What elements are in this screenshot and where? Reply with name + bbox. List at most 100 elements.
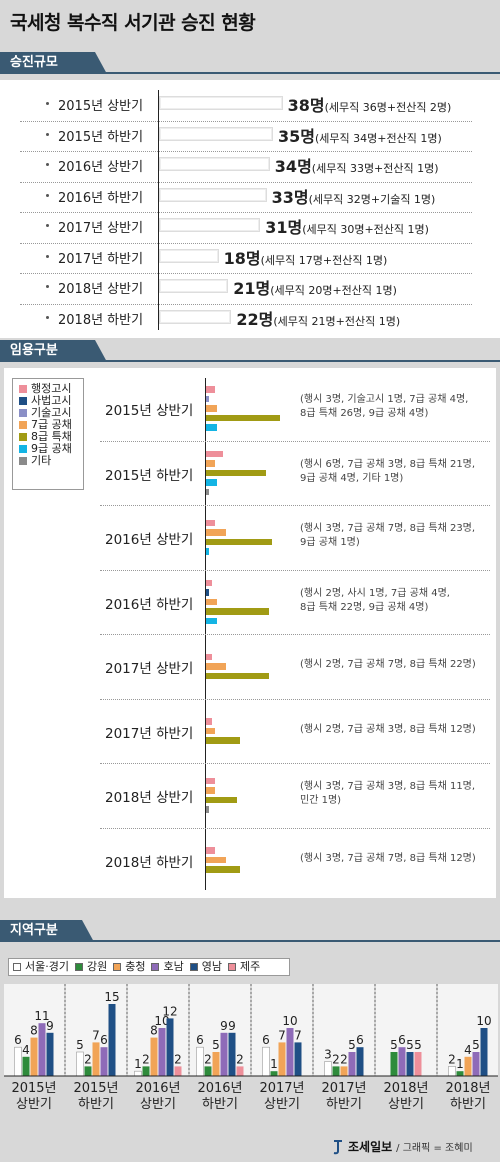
bullet-dot bbox=[46, 254, 49, 258]
section-tab-appointment: 임용구분 bbox=[0, 340, 107, 362]
legend-item: 호남 bbox=[151, 961, 184, 973]
appointment-note-line: (행시 2명, 사시 1명, 7급 공채 4명, bbox=[300, 587, 450, 599]
appointment-bar bbox=[206, 653, 212, 660]
region-bar bbox=[30, 1037, 38, 1076]
region-bar bbox=[448, 1066, 456, 1077]
promotion-value-group: 33명(세무직 32명+기술직 1명) bbox=[272, 184, 436, 208]
category-label: 2016년 bbox=[197, 1081, 242, 1096]
group-divider bbox=[100, 698, 490, 700]
region-bar bbox=[472, 1052, 480, 1076]
appointment-bar bbox=[206, 414, 281, 421]
region-bar bbox=[22, 1056, 30, 1076]
legend-item: 9급 공채 bbox=[19, 443, 83, 455]
region-bar bbox=[480, 1028, 488, 1076]
appointment-bar bbox=[206, 856, 226, 863]
appointment-period-label: 2016년 상반기 bbox=[105, 532, 194, 549]
region-bar bbox=[196, 1046, 204, 1077]
category-label: 2015년 bbox=[73, 1081, 118, 1096]
region-bar-value: 2 bbox=[204, 1052, 212, 1066]
legend-item: 8급 특채 bbox=[19, 431, 83, 443]
region-bar-value: 4 bbox=[464, 1043, 472, 1057]
promotion-count: 18명 bbox=[223, 248, 261, 268]
category-label: 하반기 bbox=[326, 1097, 362, 1112]
region-bar-value: 10 bbox=[282, 1014, 297, 1028]
bullet-dot bbox=[46, 193, 49, 197]
bullet-dot bbox=[46, 163, 49, 166]
appointment-note-line: (행시 3명, 7급 공채 3명, 8급 특채 11명, bbox=[300, 781, 476, 793]
promotion-count: 33명 bbox=[271, 187, 309, 207]
promotion-period-label: 2016년 하반기 bbox=[58, 190, 144, 206]
category-label: 상반기 bbox=[140, 1097, 176, 1112]
region-bar-value: 5 bbox=[414, 1038, 422, 1052]
appointment-note-line: (행시 3명, 7급 공채 7명, 8급 특채 12명) bbox=[300, 852, 476, 864]
group-divider bbox=[100, 569, 490, 571]
category-label: 상반기 bbox=[264, 1097, 300, 1112]
appointment-bar bbox=[206, 777, 215, 785]
legend-label: 9급 공채 bbox=[31, 442, 72, 455]
region-bar bbox=[324, 1061, 332, 1077]
bullet-dot bbox=[46, 285, 49, 288]
legend-item: 강원 bbox=[74, 961, 107, 973]
legend-item: 영남 bbox=[189, 961, 222, 973]
legend-label: 기술고시 bbox=[31, 406, 72, 419]
section-divider bbox=[0, 940, 500, 942]
legend-swatch bbox=[227, 963, 236, 971]
category-label: 하반기 bbox=[450, 1097, 486, 1112]
region-bar bbox=[390, 1052, 398, 1076]
appointment-bar bbox=[206, 672, 269, 679]
appointment-bar bbox=[206, 787, 215, 794]
promotion-value-group: 35명(세무직 34명+전산직 1명) bbox=[278, 123, 442, 147]
region-bar bbox=[406, 1052, 414, 1076]
region-bar-value: 2 bbox=[174, 1052, 182, 1066]
promotion-value-group: 18명(세무직 17명+전산직 1명) bbox=[224, 245, 388, 269]
bullet-dot bbox=[46, 224, 49, 227]
region-legend: 서울·경기 강원 충청 호남 영남 제주 bbox=[8, 958, 290, 976]
row-divider bbox=[20, 151, 472, 152]
promotion-period-label: 2017년 상반기 bbox=[58, 221, 144, 236]
region-bar bbox=[134, 1070, 142, 1077]
region-bar bbox=[38, 1023, 46, 1076]
region-bar-value: 9 bbox=[228, 1019, 236, 1033]
appointment-note: (행시 3명, 7급 공채 3명, 8급 특채 11명, 민간 1명) bbox=[300, 780, 490, 808]
appointment-period-label: 2018년 하반기 bbox=[105, 854, 194, 871]
region-bar-value: 10 bbox=[154, 1014, 169, 1028]
appointment-bar bbox=[206, 718, 212, 725]
region-bar-value: 12 bbox=[162, 1004, 177, 1018]
region-bar-value: 2 bbox=[448, 1052, 456, 1066]
appointment-bar bbox=[206, 608, 269, 615]
footer-brand: 조세일보 bbox=[348, 1140, 393, 1154]
legend-item: 제주 bbox=[227, 961, 260, 973]
region-bar-value: 5 bbox=[348, 1038, 356, 1052]
page-title: 국세청 복수직 서기관 승진 현황 bbox=[10, 12, 256, 34]
region-bar-value: 5 bbox=[472, 1038, 480, 1052]
appointment-note-line: (행시 2명, 7급 공채 3명, 8급 특채 12명) bbox=[300, 723, 476, 735]
category-label: 2018년 bbox=[445, 1081, 490, 1096]
legend-swatch bbox=[19, 457, 27, 465]
promotion-detail: (세무직 33명+전산직 1명) bbox=[311, 162, 439, 175]
legend-swatch bbox=[113, 963, 122, 971]
appointment-bar bbox=[206, 488, 209, 495]
group-divider bbox=[100, 440, 490, 442]
appointment-bar bbox=[206, 529, 226, 536]
legend-swatch bbox=[19, 409, 27, 417]
region-bar-value: 2 bbox=[332, 1052, 340, 1066]
appointment-bar bbox=[206, 598, 218, 605]
region-bar bbox=[174, 1066, 182, 1076]
appointment-note-line: 9급 공채 1명) bbox=[300, 537, 360, 549]
appointment-note-line: (행시 3명, 7급 공채 7명, 8급 특채 23명, bbox=[300, 523, 476, 535]
promotion-bar bbox=[160, 280, 228, 292]
appointment-period-label: 2015년 하반기 bbox=[105, 467, 194, 484]
promotion-count: 31명 bbox=[265, 218, 303, 237]
region-bar-value: 2 bbox=[340, 1052, 348, 1066]
tab-arrow bbox=[95, 52, 107, 74]
group-divider bbox=[100, 763, 490, 764]
region-bar bbox=[220, 1032, 228, 1076]
region-bar-value: 6 bbox=[14, 1033, 22, 1047]
region-bar bbox=[294, 1042, 302, 1076]
appointment-bar bbox=[206, 405, 218, 412]
legend-item: 충청 bbox=[113, 961, 145, 973]
appointment-bar bbox=[206, 796, 238, 804]
appointment-note: (행시 6명, 7급 공채 3명, 8급 특채 21명, 9급 공채 4명, 기타… bbox=[300, 458, 490, 486]
appointment-bar bbox=[206, 395, 209, 402]
region-bar-value: 6 bbox=[262, 1033, 270, 1047]
